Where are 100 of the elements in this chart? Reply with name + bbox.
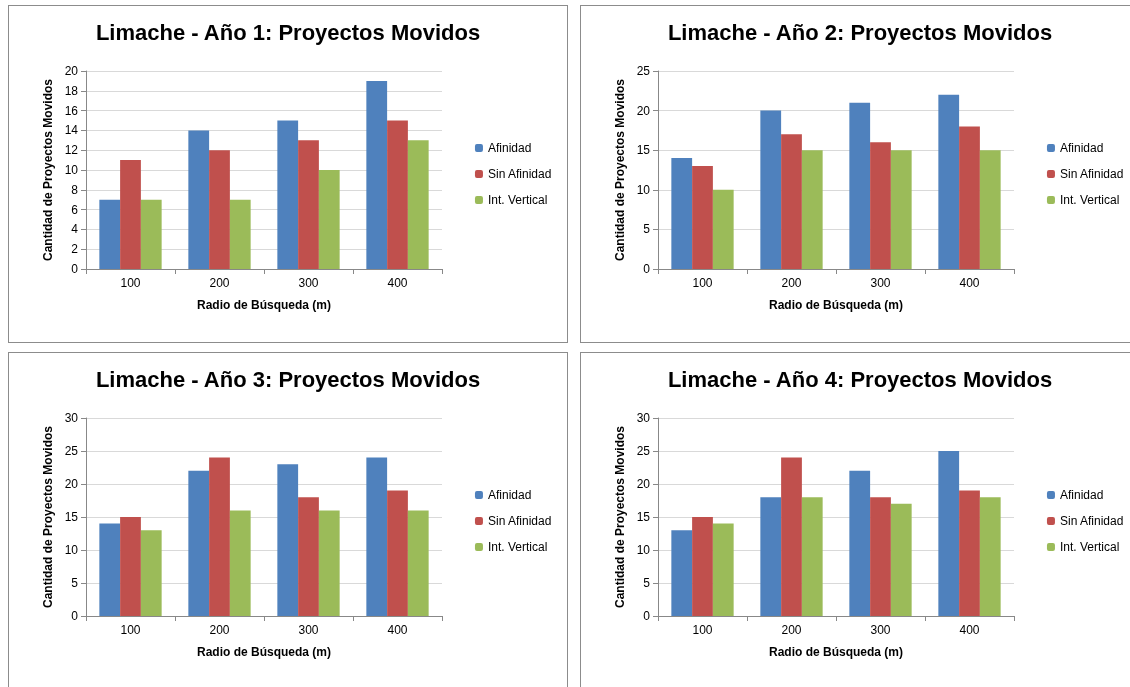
y-tick-label: 25 — [636, 444, 651, 458]
y-tick-label: 15 — [636, 143, 651, 158]
legend-label: Afinidad — [1059, 141, 1104, 155]
y-tick-label: 20 — [636, 477, 651, 491]
legend-label: Int. Vertical — [487, 540, 548, 554]
x-tick-label: 400 — [387, 276, 408, 290]
x-tick-label: 300 — [298, 623, 319, 637]
legend-label: Afinidad — [1059, 488, 1104, 502]
y-tick-label: 18 — [64, 83, 79, 98]
y-tick-label: 0 — [643, 609, 651, 623]
bar — [140, 199, 162, 269]
y-tick-label: 25 — [64, 444, 79, 458]
x-tick-label: 200 — [209, 276, 230, 290]
chart-title: Limache - Año 2: Proyectos Movidos — [667, 19, 1053, 45]
legend-label: Sin Afinidad — [1059, 167, 1124, 181]
bar — [366, 457, 388, 616]
x-tick-label: 300 — [870, 623, 891, 637]
y-tick-label: 5 — [643, 222, 651, 237]
bar — [712, 189, 734, 269]
x-tick-label: 200 — [209, 623, 230, 637]
x-tick-label: 400 — [959, 276, 980, 290]
bar — [849, 470, 871, 616]
y-tick-label: 20 — [64, 64, 79, 78]
y-tick-label: 8 — [71, 182, 79, 197]
bar — [298, 140, 319, 269]
bar — [209, 457, 230, 616]
y-tick-label: 14 — [64, 123, 79, 138]
y-tick-label: 15 — [64, 510, 79, 524]
x-tick-label: 300 — [870, 276, 891, 290]
bar — [318, 170, 340, 269]
x-tick-label: 100 — [120, 276, 141, 290]
x-axis-title: Radio de Búsqueda (m) — [768, 298, 904, 312]
y-tick-label: 15 — [636, 510, 651, 524]
bar — [188, 130, 210, 269]
bar — [890, 503, 912, 616]
bar — [801, 497, 823, 616]
bar — [407, 140, 429, 269]
x-tick-label: 200 — [781, 276, 802, 290]
legend-label: Afinidad — [487, 141, 532, 155]
bar — [959, 490, 980, 616]
bar — [366, 80, 388, 269]
y-tick-label: 16 — [64, 103, 79, 118]
y-axis-title: Cantidad de Proyectos Movidos — [612, 425, 627, 609]
x-axis-title: Radio de Búsqueda (m) — [196, 298, 332, 312]
y-tick-label: 20 — [636, 103, 651, 118]
y-tick-label: 12 — [64, 143, 79, 158]
bar — [692, 517, 713, 616]
bar — [277, 120, 299, 269]
y-tick-label: 0 — [71, 609, 79, 623]
bar — [209, 150, 230, 269]
y-tick-label: 6 — [71, 202, 79, 217]
y-tick-label: 10 — [64, 543, 79, 557]
bar — [229, 510, 251, 616]
y-tick-label: 0 — [643, 262, 651, 276]
bar — [298, 497, 319, 616]
bar — [870, 497, 891, 616]
chart-title: Limache - Año 1: Proyectos Movidos — [95, 19, 481, 45]
y-tick-label: 20 — [64, 477, 79, 491]
y-tick-label: 4 — [71, 222, 79, 237]
bar — [99, 199, 121, 269]
x-tick-label: 100 — [120, 623, 141, 637]
bar — [387, 120, 408, 269]
legend-label: Int. Vertical — [1059, 540, 1120, 554]
x-tick-label: 400 — [959, 623, 980, 637]
bar — [760, 110, 782, 269]
chart-title: Limache - Año 3: Proyectos Movidos — [95, 366, 481, 392]
bar — [387, 490, 408, 616]
bar — [979, 150, 1001, 269]
bar — [801, 150, 823, 269]
bar — [318, 510, 340, 616]
bar — [760, 497, 782, 616]
y-tick-label: 2 — [71, 242, 79, 257]
bar — [407, 510, 429, 616]
chart-title: Limache - Año 4: Proyectos Movidos — [667, 366, 1053, 392]
x-tick-label: 300 — [298, 276, 319, 290]
y-tick-label: 30 — [636, 411, 651, 425]
y-tick-label: 0 — [71, 262, 79, 276]
bar — [781, 134, 802, 269]
y-tick-label: 30 — [64, 411, 79, 425]
bar — [671, 530, 693, 616]
bar — [229, 199, 251, 269]
bar — [938, 451, 960, 616]
legend-label: Int. Vertical — [1059, 193, 1120, 207]
bar — [120, 160, 141, 269]
bar — [959, 126, 980, 269]
legend-label: Sin Afinidad — [487, 514, 552, 528]
bar — [712, 523, 734, 616]
bar — [938, 94, 960, 269]
bar — [979, 497, 1001, 616]
x-tick-label: 200 — [781, 623, 802, 637]
y-axis-title: Cantidad de Proyectos Movidos — [40, 78, 55, 262]
x-axis-title: Radio de Búsqueda (m) — [768, 645, 904, 659]
bar — [692, 166, 713, 269]
bar — [870, 142, 891, 269]
legend-label: Sin Afinidad — [487, 167, 552, 181]
x-tick-label: 100 — [692, 623, 713, 637]
bar — [781, 457, 802, 616]
y-tick-label: 10 — [636, 543, 651, 557]
y-tick-label: 10 — [636, 182, 651, 197]
bar — [99, 523, 121, 616]
